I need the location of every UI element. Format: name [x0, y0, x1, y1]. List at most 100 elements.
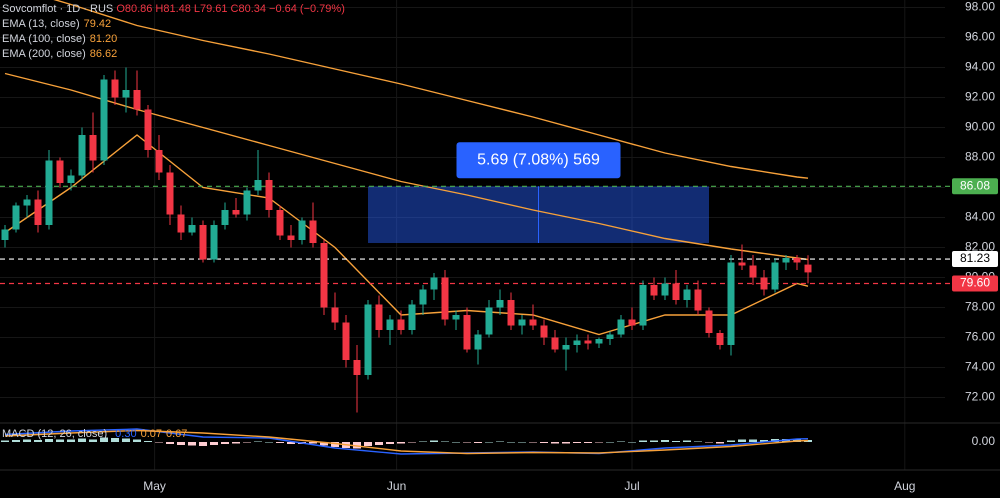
macd-bar [716, 442, 724, 444]
candle-body [254, 180, 262, 191]
candle-body [111, 79, 119, 98]
macd-bar [485, 442, 493, 443]
macd-bar [760, 440, 768, 442]
macd-bar [474, 442, 482, 443]
candle-body [210, 225, 218, 260]
macd-bar [199, 442, 207, 446]
candle-body [694, 289, 702, 311]
candle-body [56, 160, 64, 183]
candle-body [232, 210, 240, 215]
candle-body [408, 304, 416, 330]
indicator: EMA (200, close) 86.62 [2, 47, 348, 62]
candle-body [705, 310, 713, 333]
candle-body [485, 307, 493, 335]
indicator-value: 86.62 [89, 48, 118, 60]
candle-body [683, 289, 691, 300]
macd-bar [276, 442, 284, 443]
macd-bar [243, 442, 251, 443]
macd-bar [452, 442, 460, 443]
measure-label: 5.69 (7.08%) 569 [477, 152, 600, 169]
candle-body [661, 283, 669, 296]
candle-body [804, 264, 812, 273]
candle-body [386, 319, 394, 330]
indicator-name: EMA (100, close) [2, 33, 86, 45]
indicator: EMA (13, close) 79.42 [2, 17, 348, 32]
candle-body [144, 109, 152, 150]
candle-body [727, 262, 735, 345]
candle-body [375, 304, 383, 330]
macd-bar [23, 439, 31, 442]
macd-bar [45, 439, 53, 442]
macd-bar [122, 438, 130, 442]
macd-title: MACD (12, 26, close) [2, 428, 108, 440]
y-tick-label: 82.00 [965, 240, 995, 254]
macd-bar [617, 441, 625, 442]
macd-bar [463, 442, 471, 443]
price-label: 86.08 [960, 178, 990, 192]
indicator-value: 79.42 [83, 18, 112, 30]
candle-body [474, 334, 482, 350]
macd-bar [738, 439, 746, 442]
macd-bar [672, 441, 680, 442]
candle-body [760, 277, 768, 290]
candle-body [155, 150, 163, 173]
macd-bar [155, 442, 163, 443]
macd-legend: MACD (12, 26, close) 0.30 0.07 0.67 [2, 428, 187, 440]
candle-body [342, 322, 350, 360]
candle-body [89, 135, 97, 161]
candle-body [1, 229, 9, 240]
candle-body [364, 304, 372, 375]
y-tick-label: 94.00 [965, 60, 995, 74]
candle-body [353, 360, 361, 375]
macd-bar [254, 441, 262, 442]
candle-body [243, 190, 251, 215]
indicator-name: EMA (13, close) [2, 18, 80, 30]
candle-body [133, 90, 141, 110]
candle-body [166, 172, 174, 215]
ohlc-value: O80.86 [116, 3, 153, 15]
macd-reading: 0.07 [140, 428, 162, 440]
y-tick-label: 76.00 [965, 330, 995, 344]
candle-body [562, 345, 570, 350]
candle-body [595, 339, 603, 344]
macd-bar [375, 442, 383, 445]
candle-body [34, 199, 42, 225]
macd-bar [232, 442, 240, 444]
macd-bar [133, 439, 141, 442]
candle-body [716, 333, 724, 345]
macd-reading: 0.30 [115, 428, 137, 440]
ohlc-value: L79.61 [193, 3, 228, 15]
candle-body [430, 277, 438, 290]
price-label-box [952, 275, 998, 292]
macd-bar [529, 442, 537, 443]
macd-bar [540, 442, 548, 443]
macd-bar [221, 442, 229, 444]
macd-bar [100, 437, 108, 442]
candle-body [67, 175, 75, 183]
ohlc-value: −0.64 (−0.79%) [269, 3, 345, 15]
candle-body [287, 235, 295, 240]
candle-body [782, 258, 790, 263]
macd-bar [386, 442, 394, 444]
macd-bar [1, 440, 9, 442]
y-tick-label: 90.00 [965, 120, 995, 134]
candle-body [617, 319, 625, 335]
y-tick-label: 84.00 [965, 210, 995, 224]
y-tick-label: 92.00 [965, 90, 995, 104]
macd-bar [584, 442, 592, 443]
candle-body [507, 300, 515, 326]
macd-bar [331, 442, 339, 447]
y-tick-label: 74.00 [965, 360, 995, 374]
macd-bar [507, 442, 515, 443]
indicator: EMA (100, close) 81.20 [2, 32, 348, 47]
candle-body [12, 205, 20, 230]
y-tick-label: 96.00 [965, 30, 995, 44]
candle-body [45, 160, 53, 225]
macd-bar [12, 440, 20, 442]
price-label-box [952, 251, 998, 268]
macd-bar [518, 442, 526, 443]
macd-bar [694, 441, 702, 442]
x-tick-label: Jul [624, 479, 639, 493]
ohlc-value: H81.48 [155, 3, 191, 15]
